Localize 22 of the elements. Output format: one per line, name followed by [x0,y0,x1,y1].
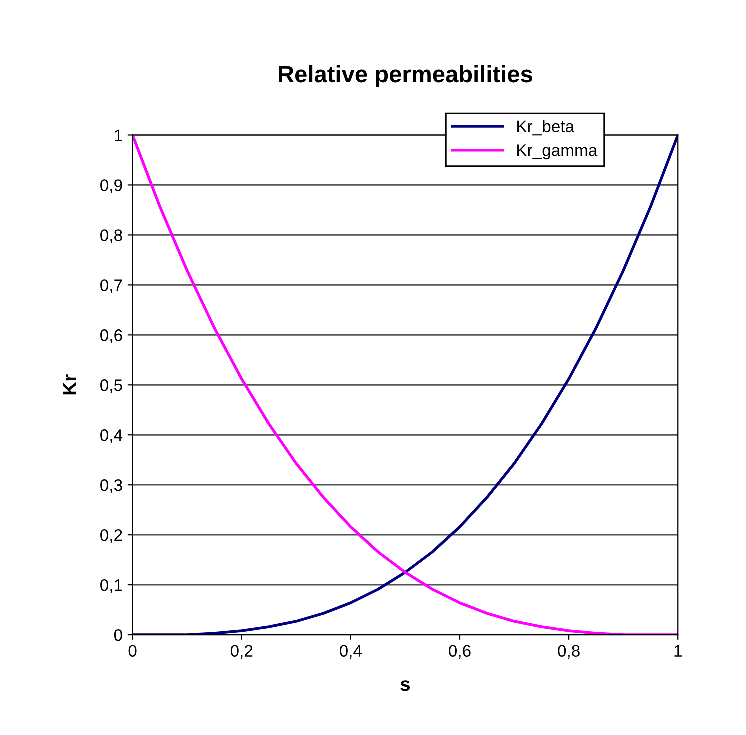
x-tick-label: 0,8 [558,645,580,659]
x-axis-title: s [400,680,410,692]
x-tick-label: 0 [128,645,137,658]
y-tick-label: 0,7 [100,280,122,294]
x-tick-label: 1 [674,645,682,657]
y-axis-title: Kr [63,374,76,395]
y-tick-label: 1 [115,130,122,142]
legend-label: Kr_beta [518,120,575,136]
y-tick-label: 0,4 [100,430,123,444]
y-tick-label: 0,9 [100,180,122,194]
y-tick-label: 0,2 [100,529,122,544]
y-tick-label: 0,8 [100,230,122,244]
x-tick-label: 0,4 [340,645,362,659]
chart-title: Relative permeabilities [279,65,532,88]
y-tick-label: 0,3 [100,480,122,494]
y-tick-label: 0,6 [100,330,122,344]
legend-label: Kr_gamma [518,144,598,160]
y-tick-label: 0,5 [100,380,122,394]
x-tick-label: 0,2 [230,645,253,659]
y-tick-label: 0 [114,629,122,642]
x-tick-label: 0,6 [449,645,471,659]
y-tick-label: 0,1 [100,579,122,594]
